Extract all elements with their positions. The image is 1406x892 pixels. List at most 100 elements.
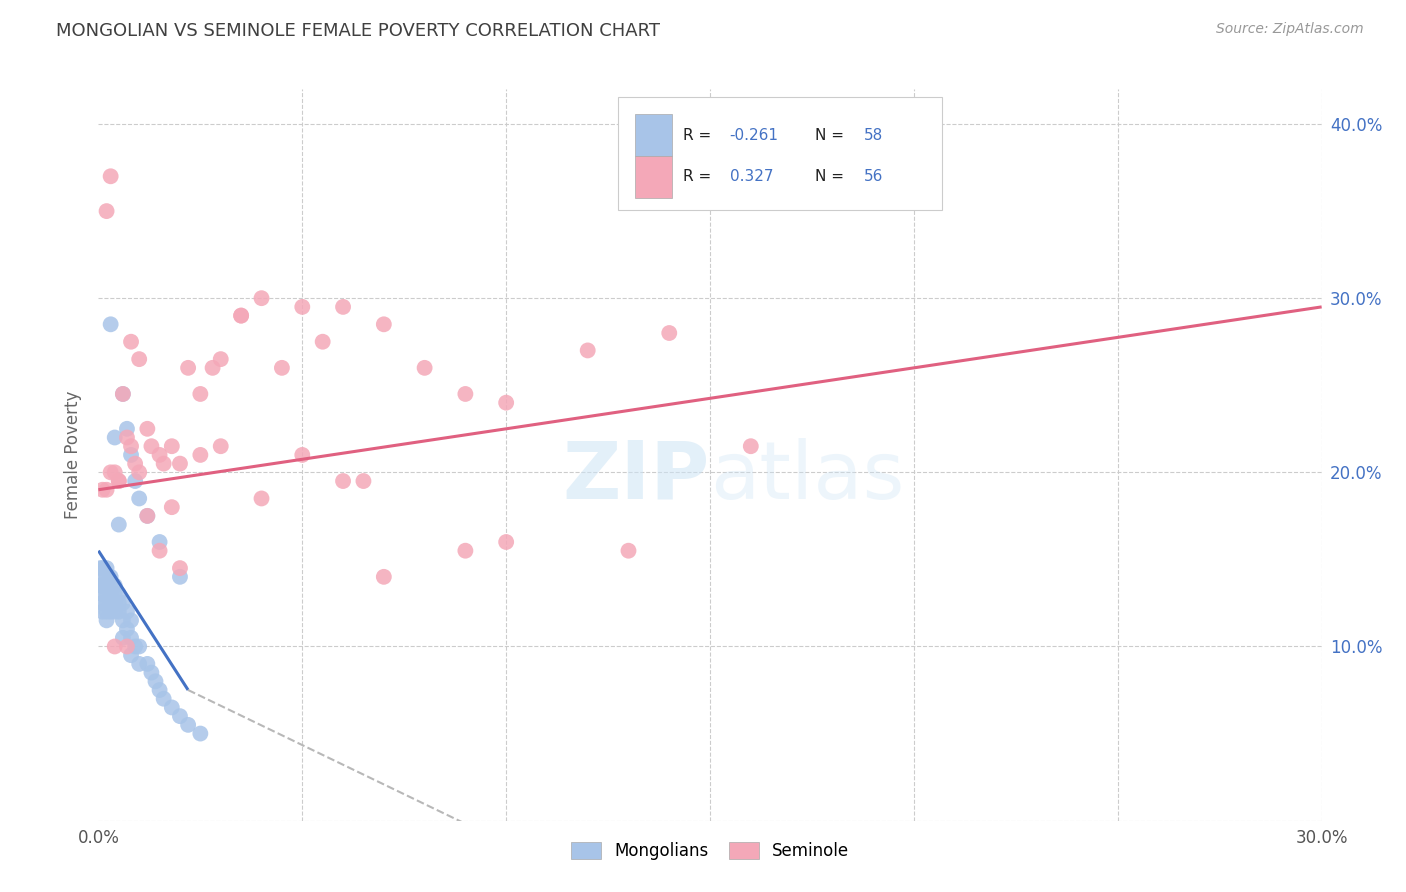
Point xyxy=(270,360,294,375)
Point xyxy=(96,613,118,627)
Point xyxy=(495,535,517,549)
FancyBboxPatch shape xyxy=(636,114,672,156)
Point xyxy=(104,587,127,601)
Point xyxy=(115,430,138,444)
Text: N =: N = xyxy=(815,169,849,185)
Point xyxy=(250,291,273,305)
Point xyxy=(100,605,122,619)
Text: 58: 58 xyxy=(865,128,883,143)
Point xyxy=(100,570,122,584)
Text: ZIP: ZIP xyxy=(562,438,710,516)
Point xyxy=(169,457,191,471)
Text: N =: N = xyxy=(815,128,849,143)
Point xyxy=(169,570,191,584)
Point xyxy=(177,718,200,732)
Point xyxy=(141,665,163,680)
Point xyxy=(188,387,212,401)
Point xyxy=(332,300,354,314)
Point xyxy=(617,543,640,558)
Legend: Mongolians, Seminole: Mongolians, Seminole xyxy=(564,836,856,867)
Point xyxy=(160,500,183,515)
Point xyxy=(91,605,114,619)
Point xyxy=(120,648,142,663)
Point xyxy=(120,631,142,645)
Point xyxy=(115,422,138,436)
Point xyxy=(149,535,172,549)
Point xyxy=(96,578,118,592)
Point xyxy=(128,657,150,671)
Point xyxy=(291,448,314,462)
Point xyxy=(124,640,146,654)
Point xyxy=(89,578,111,592)
Point xyxy=(111,631,134,645)
Point xyxy=(108,605,131,619)
Text: 0.327: 0.327 xyxy=(730,169,773,185)
Point xyxy=(373,570,395,584)
Text: 56: 56 xyxy=(865,169,883,185)
Point xyxy=(96,596,118,610)
Point xyxy=(96,605,118,619)
Point xyxy=(100,596,122,610)
Point xyxy=(177,360,200,375)
Point xyxy=(91,596,114,610)
Point xyxy=(152,691,174,706)
Point xyxy=(120,439,142,453)
Point xyxy=(291,300,314,314)
Point xyxy=(96,570,118,584)
Point xyxy=(231,309,253,323)
Point xyxy=(141,439,163,453)
Point xyxy=(152,457,174,471)
Point xyxy=(169,709,191,723)
Point xyxy=(91,578,114,592)
Point xyxy=(124,474,146,488)
Point xyxy=(96,561,118,575)
Point xyxy=(124,457,146,471)
Point xyxy=(111,387,134,401)
Point xyxy=(740,439,762,453)
Point xyxy=(169,561,191,575)
Point xyxy=(96,483,118,497)
Point xyxy=(160,439,183,453)
Point xyxy=(128,466,150,480)
Point xyxy=(658,326,681,340)
Point xyxy=(96,587,118,601)
Text: Source: ZipAtlas.com: Source: ZipAtlas.com xyxy=(1216,22,1364,37)
FancyBboxPatch shape xyxy=(636,156,672,198)
Y-axis label: Female Poverty: Female Poverty xyxy=(65,391,83,519)
Text: -0.261: -0.261 xyxy=(730,128,779,143)
Text: R =: R = xyxy=(683,169,716,185)
Point xyxy=(136,508,159,523)
Point xyxy=(91,561,114,575)
Point xyxy=(111,596,134,610)
Point xyxy=(136,657,159,671)
Point xyxy=(149,448,172,462)
Point xyxy=(332,474,354,488)
Point xyxy=(104,596,127,610)
Point xyxy=(352,474,374,488)
Point xyxy=(209,439,232,453)
Point xyxy=(91,587,114,601)
Point xyxy=(91,570,114,584)
Point xyxy=(104,640,127,654)
Point xyxy=(120,334,142,349)
Text: R =: R = xyxy=(683,128,716,143)
Point xyxy=(312,334,335,349)
Point xyxy=(136,508,159,523)
Point xyxy=(100,587,122,601)
Point xyxy=(120,448,142,462)
Point xyxy=(100,318,122,332)
Point xyxy=(145,674,167,689)
Point xyxy=(111,387,134,401)
Text: MONGOLIAN VS SEMINOLE FEMALE POVERTY CORRELATION CHART: MONGOLIAN VS SEMINOLE FEMALE POVERTY COR… xyxy=(56,22,661,40)
Point xyxy=(128,491,150,506)
Point xyxy=(231,309,253,323)
Point xyxy=(149,683,172,698)
Point xyxy=(89,561,111,575)
Point xyxy=(108,517,131,532)
FancyBboxPatch shape xyxy=(619,96,942,210)
Point xyxy=(495,395,517,409)
Point xyxy=(576,343,599,358)
Point xyxy=(120,613,142,627)
Point xyxy=(91,483,114,497)
Point xyxy=(209,352,232,367)
